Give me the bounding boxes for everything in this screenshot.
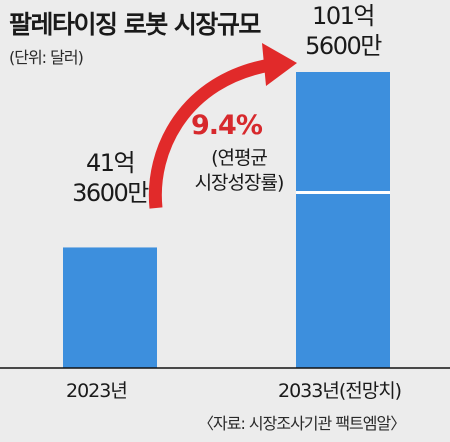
value-label-line: 41억 (85, 149, 136, 177)
growth-caption-line: 시장성장률) (194, 172, 285, 194)
x-tick-label-2033: 2033년(전망치) (278, 380, 402, 402)
bar-value-label-2033: 101억 5600만 (296, 1, 390, 61)
growth-caption-line: (연평균 (211, 147, 268, 169)
value-label-line: 101억 (312, 2, 375, 30)
value-label-line: 3600만 (72, 179, 149, 207)
value-label-line: 5600만 (305, 32, 382, 60)
growth-rate-label: 9.4% (191, 110, 263, 141)
x-tick-label-2023: 2023년 (66, 380, 128, 402)
bar-2033 (296, 72, 390, 368)
chart-title: 팔레타이징 로봇 시장규모 (9, 10, 261, 39)
growth-arrow-shaft (148, 58, 272, 209)
bar-value-label-2023: 41억 3600만 (63, 148, 157, 208)
bar-2023 (63, 247, 157, 368)
unit-label: (단위: 달러) (9, 48, 84, 67)
source-note: 〈자료: 시장조사기관 팩트엠알〉 (198, 414, 406, 433)
growth-arrow-head (262, 43, 297, 86)
growth-caption: (연평균 시장성장률) (175, 146, 303, 196)
